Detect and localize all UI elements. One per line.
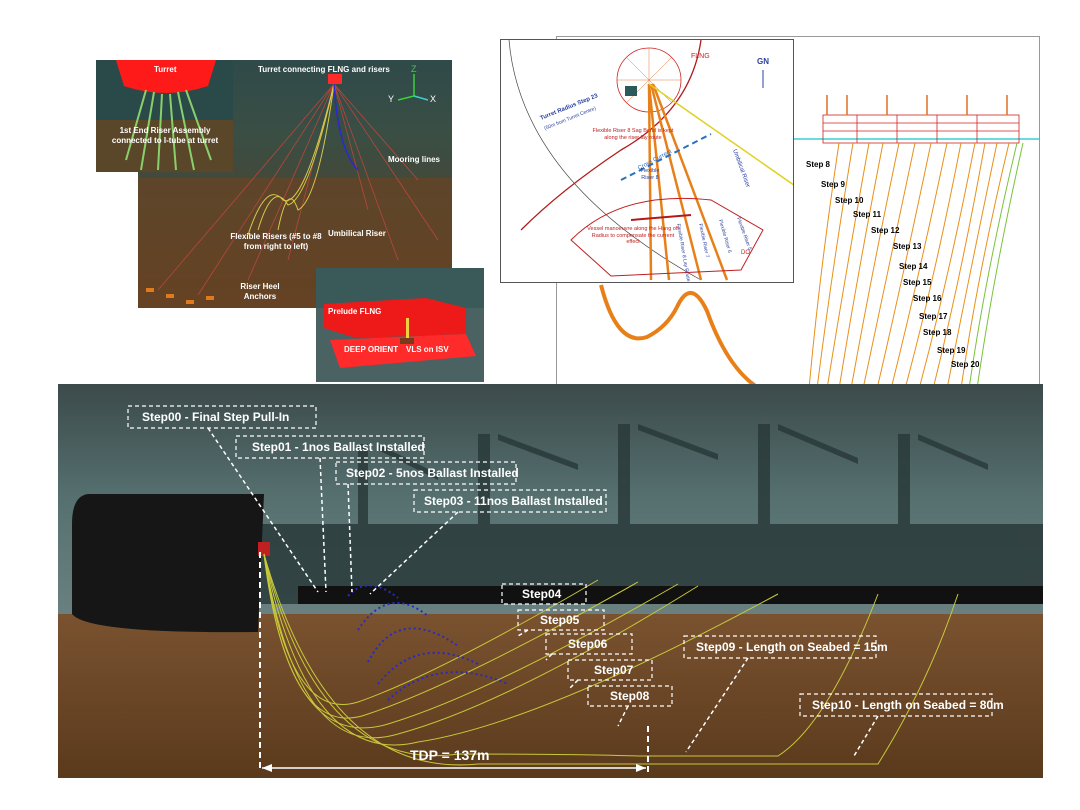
step-labels: Step 8 Step 9 Step 10 Step 11 Step 12 St… bbox=[806, 160, 980, 369]
step-label: Step 20 bbox=[951, 360, 980, 369]
hang-off-radius-arc bbox=[508, 40, 702, 281]
step-label: Step 9 bbox=[821, 180, 846, 189]
turret-connecting-label: Turret connecting FLNG and risers bbox=[258, 65, 390, 74]
axis-z-label: Z bbox=[411, 64, 417, 74]
vls-isv-label: VLS on ISV bbox=[406, 345, 449, 354]
axis-triad: Z Y X bbox=[388, 64, 436, 104]
end-riser-lines bbox=[125, 89, 212, 171]
tdp-label: TDP = 137m bbox=[410, 747, 490, 763]
axis-x-label: X bbox=[430, 94, 436, 104]
do-label: DO bbox=[741, 250, 750, 256]
step-label: Step 15 bbox=[903, 278, 932, 287]
catenary-profiles bbox=[808, 142, 1010, 390]
riser-heel-label: Riser Heel Anchors bbox=[240, 282, 279, 301]
step-label: Step 17 bbox=[919, 312, 948, 321]
prelude-inset: Prelude FLNG DEEP ORIENT VLS on ISV bbox=[316, 268, 484, 382]
step06-label: Step06 bbox=[568, 637, 608, 651]
umbilical-riser-plan-label: Umbilical Riser bbox=[731, 149, 750, 189]
plan-view-panel: GN FLNG DO Turret Radius Step 23 (50m fr… bbox=[500, 39, 794, 283]
umbilical-riser-label: Umbilical Riser bbox=[328, 229, 386, 238]
step01-label: Step01 - 1nos Ballast Installed bbox=[252, 440, 425, 454]
step-callouts: Step00 - Final Step Pull-In Step01 - 1no… bbox=[127, 405, 1004, 757]
turret-buoy bbox=[328, 74, 342, 84]
step-label: Step 12 bbox=[871, 226, 900, 235]
riser-step-profiles bbox=[263, 553, 959, 766]
end-riser-label: 1st End Riser Assembly connected to I-tu… bbox=[111, 126, 219, 145]
riser-heel-anchors bbox=[146, 288, 214, 304]
step07-label: Step07 bbox=[594, 663, 634, 677]
sag-bend-note: Flexible Riser 8 Sag Bend is kept along … bbox=[592, 128, 674, 141]
step-label: Step 16 bbox=[913, 294, 942, 303]
installation-steps-panel: TDP = 137m Step00 - Final Step Pull-In S… bbox=[58, 384, 1043, 778]
step-label: Step 10 bbox=[835, 196, 864, 205]
step10-label: Step10 - Length on Seabed = 80m bbox=[812, 698, 1004, 712]
ballasted-profile bbox=[599, 284, 768, 390]
flexible-risers-label: Flexible Risers (#5 to #8 from right to … bbox=[230, 232, 321, 251]
step-label: Step 19 bbox=[937, 346, 966, 355]
turret-inset: Turret 1st End Riser Assembly connected … bbox=[96, 60, 233, 172]
step-label: Step 14 bbox=[899, 262, 928, 271]
umbilical-line bbox=[333, 83, 359, 171]
prelude-flng-label: Prelude FLNG bbox=[328, 307, 381, 316]
riser-3d-view-svg: Z Y X Turret connecting FLNG and risers … bbox=[138, 60, 452, 308]
flng-hull bbox=[324, 298, 466, 338]
flng-deck-line bbox=[298, 586, 1043, 604]
step08-label: Step08 bbox=[610, 689, 650, 703]
step04-label: Step04 bbox=[522, 587, 562, 601]
mooring-lines bbox=[157, 83, 439, 296]
turret-structure bbox=[625, 86, 637, 96]
step00-label: Step00 - Final Step Pull-In bbox=[142, 410, 289, 424]
flng-outline bbox=[520, 40, 702, 231]
step-label: Step 11 bbox=[853, 210, 882, 219]
flexible-riser8-label: Flexible Riser 8 bbox=[640, 168, 660, 181]
green-profiles bbox=[968, 142, 1024, 390]
plan-view-svg: GN FLNG DO Turret Radius Step 23 (50m fr… bbox=[508, 40, 793, 282]
riser-route-label: Flexible Riser 6 bbox=[717, 219, 732, 254]
flng-label: FLNG bbox=[691, 53, 710, 60]
step05-label: Step05 bbox=[540, 613, 580, 627]
step-label: Step 8 bbox=[806, 160, 831, 169]
vessel-manoeuvre-arrow bbox=[630, 214, 692, 221]
riser-lay-routes bbox=[647, 83, 729, 281]
step09-label: Step09 - Length on Seabed = 15m bbox=[696, 640, 888, 654]
vessel-manoeuvre-label: Vessel manoeuvre along the Hang off Radi… bbox=[587, 226, 679, 245]
axis-y-label: Y bbox=[388, 94, 394, 104]
riser-route-label: Flexible Riser 5 bbox=[735, 217, 752, 252]
isv-hull bbox=[330, 334, 476, 368]
ballast-modules bbox=[347, 584, 509, 701]
mooring-lines-label: Mooring lines bbox=[388, 155, 441, 164]
deep-orient-label: DEEP ORIENT bbox=[344, 345, 398, 354]
step-profile-svg: Step 8 Step 9 Step 10 Step 11 Step 12 St… bbox=[557, 95, 1039, 391]
vessel-masts bbox=[826, 95, 1008, 115]
riser-3d-view-panel: Z Y X Turret connecting FLNG and risers … bbox=[138, 60, 452, 308]
vessel-plan-outline bbox=[570, 197, 764, 277]
installation-steps-svg: TDP = 137m Step00 - Final Step Pull-In S… bbox=[58, 384, 1043, 778]
step03-label: Step03 - 11nos Ballast Installed bbox=[424, 494, 603, 508]
step02-label: Step02 - 5nos Ballast Installed bbox=[346, 466, 519, 480]
flexible-riser-lines bbox=[247, 83, 335, 236]
gn-label: GN bbox=[757, 57, 769, 66]
vessel-outline bbox=[822, 114, 1020, 144]
installation-vessel-hull bbox=[72, 494, 264, 633]
umbilical-route bbox=[648, 83, 793, 186]
inset-turret-label: Turret bbox=[154, 65, 177, 74]
step-label: Step 18 bbox=[923, 328, 952, 337]
step-label: Step 13 bbox=[893, 242, 922, 251]
cross-current-arrow bbox=[620, 133, 712, 181]
turret-hull bbox=[116, 60, 216, 93]
